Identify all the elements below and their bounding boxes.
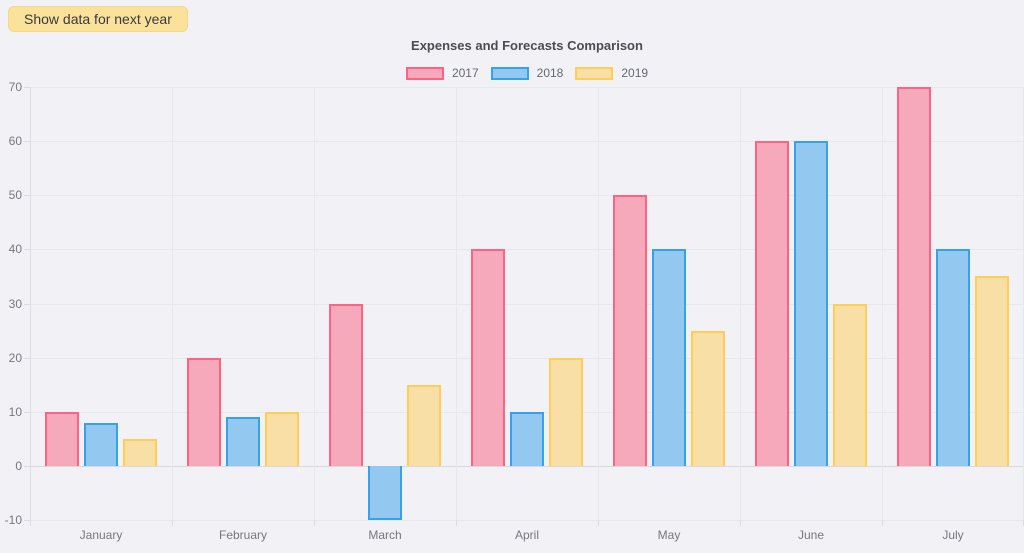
bar-2018-january[interactable] — [84, 422, 118, 466]
y-axis-line — [30, 87, 31, 520]
bar-2019-may[interactable] — [691, 330, 725, 466]
x-tick — [456, 520, 457, 526]
y-tick — [24, 465, 30, 467]
x-axis-label: February — [218, 528, 268, 542]
gridline-x — [172, 87, 173, 520]
legend-swatch-2018 — [490, 66, 529, 80]
x-tick — [314, 520, 315, 526]
bar-2017-june[interactable] — [755, 141, 789, 466]
y-tick — [24, 87, 30, 88]
x-tick — [30, 520, 31, 526]
bar-2019-january[interactable] — [123, 438, 157, 466]
chart-legend: 2017 2018 2019 — [30, 66, 1024, 80]
y-axis-label: 50 — [8, 188, 22, 203]
gridline-y-60 — [30, 141, 1024, 143]
legend-swatch-2017 — [405, 66, 444, 80]
y-axis-label: -10 — [4, 513, 22, 527]
bar-2019-april[interactable] — [549, 357, 583, 466]
legend-label: 2017 — [451, 66, 479, 80]
legend-swatch-2019 — [575, 66, 614, 80]
gridline-y-50 — [30, 195, 1024, 197]
bar-2018-february[interactable] — [226, 417, 260, 466]
bar-2017-may[interactable] — [613, 195, 647, 466]
x-axis-label: May — [657, 528, 681, 542]
x-axis-label: June — [797, 528, 825, 542]
x-tick — [882, 520, 883, 526]
gridline-x — [740, 87, 741, 520]
y-tick — [24, 249, 30, 251]
bar-2017-march[interactable] — [329, 303, 363, 466]
legend-label: 2019 — [621, 66, 649, 80]
x-tick — [740, 520, 741, 526]
bar-2019-june[interactable] — [833, 303, 867, 466]
legend-item-2018[interactable]: 2018 — [490, 66, 564, 80]
show-next-year-button[interactable]: Show data for next year — [8, 6, 188, 32]
y-tick — [24, 411, 30, 413]
legend-label: 2018 — [536, 66, 564, 80]
bar-2019-july[interactable] — [975, 276, 1009, 466]
bar-2017-july[interactable] — [897, 87, 931, 466]
bar-2019-march[interactable] — [407, 384, 441, 466]
bar-2017-january[interactable] — [45, 411, 79, 466]
gridline-y-40 — [30, 249, 1024, 251]
legend-item-2019[interactable]: 2019 — [575, 66, 648, 80]
y-axis-label: 70 — [8, 80, 22, 94]
bar-2017-april[interactable] — [471, 249, 505, 466]
y-tick — [24, 195, 30, 197]
x-tick — [172, 520, 173, 526]
y-tick — [24, 303, 30, 305]
gridline-x — [314, 87, 315, 520]
x-axis-label: July — [942, 528, 964, 542]
y-axis-label: 10 — [8, 404, 22, 419]
gridline-x — [882, 87, 883, 520]
y-tick — [24, 357, 30, 359]
x-axis-label: March — [368, 528, 402, 542]
gridline-y-20 — [30, 357, 1024, 359]
gridline-y-0 — [30, 465, 1024, 467]
y-tick — [24, 141, 30, 143]
gridline-x — [598, 87, 599, 520]
legend-item-2017[interactable]: 2017 — [405, 66, 479, 80]
x-tick — [598, 520, 599, 526]
bar-2018-june[interactable] — [794, 141, 828, 466]
gridline-y-70 — [30, 87, 1024, 88]
plot-area: 70 60 50 40 30 20 10 0 -10 January February March Ap… — [5, 80, 1024, 542]
bar-2018-march[interactable] — [368, 465, 402, 520]
x-axis-label: April — [514, 528, 539, 542]
gridline-y--10 — [30, 520, 1024, 521]
y-tick — [24, 520, 30, 521]
bar-2018-april[interactable] — [510, 411, 544, 466]
y-axis-label: 40 — [8, 242, 22, 257]
bar-2017-february[interactable] — [187, 357, 221, 466]
y-axis-label: 60 — [8, 134, 22, 149]
bar-2018-july[interactable] — [936, 249, 970, 466]
y-axis-label: 20 — [8, 350, 22, 365]
chart-title: Expenses and Forecasts Comparison — [411, 38, 643, 53]
bar-2018-may[interactable] — [652, 249, 686, 466]
x-axis-label: January — [79, 528, 123, 542]
bar-2019-february[interactable] — [265, 411, 299, 466]
gridline-y-30 — [30, 303, 1024, 305]
gridline-x — [456, 87, 457, 520]
y-axis-label: 0 — [15, 458, 22, 473]
y-axis-label: 30 — [8, 296, 22, 311]
